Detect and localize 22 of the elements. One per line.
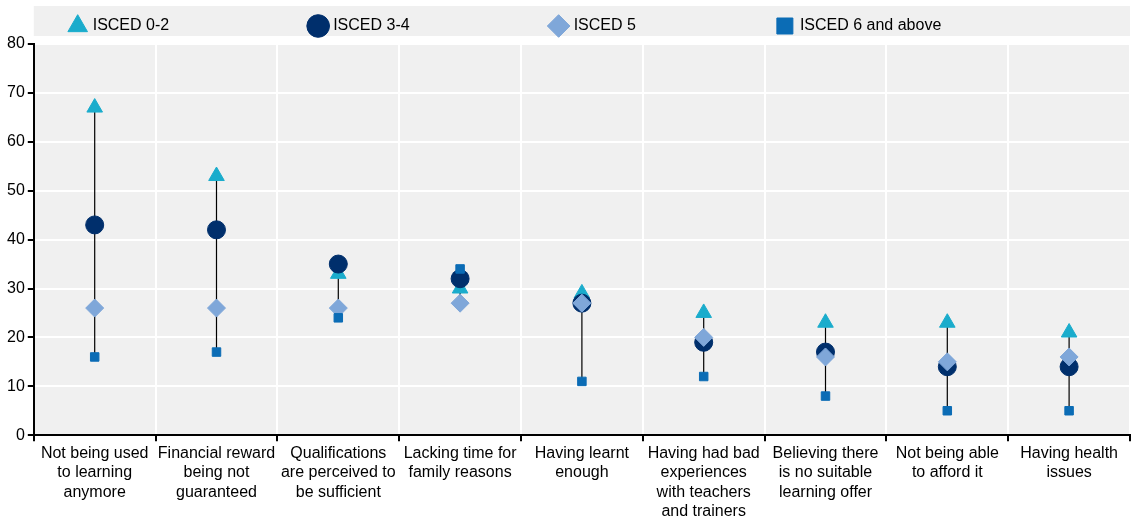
legend-label: ISCED 6 and above bbox=[799, 16, 1070, 34]
x-tick-label: Not being used to learning anymore bbox=[40, 444, 149, 500]
legend-label: ISCED 3-4 bbox=[333, 16, 538, 34]
y-tick-label: 60 bbox=[7, 132, 25, 150]
y-tick-label: 30 bbox=[7, 278, 25, 296]
x-tick-label: Believing there is no suitable learning offer bbox=[772, 444, 879, 500]
y-tick-label: 80 bbox=[7, 34, 25, 52]
x-tick-label: Having had bad experiences with teachers and trainers bbox=[647, 444, 760, 519]
x-tick-label: Lacking time for family reasons bbox=[403, 444, 518, 481]
x-tick-label: Having learnt enough bbox=[534, 444, 630, 481]
x-tick-label: Having health issues bbox=[1020, 444, 1119, 481]
x-tick-label: Not being able to afford it bbox=[895, 444, 999, 481]
y-tick-label: 70 bbox=[7, 83, 25, 101]
x-tick-label: Financial reward being not guaranteed bbox=[157, 444, 276, 500]
y-tick-label: 10 bbox=[7, 376, 25, 394]
y-tick-label: 40 bbox=[7, 230, 25, 248]
legend-label: ISCED 5 bbox=[573, 16, 764, 34]
legend-label: ISCED 0-2 bbox=[92, 16, 298, 34]
y-tick-label: 0 bbox=[15, 425, 25, 443]
y-tick-label: 20 bbox=[7, 327, 25, 345]
y-tick-label: 50 bbox=[7, 181, 25, 199]
x-tick-label: Qualifications are perceived to be sufficient bbox=[280, 444, 396, 500]
